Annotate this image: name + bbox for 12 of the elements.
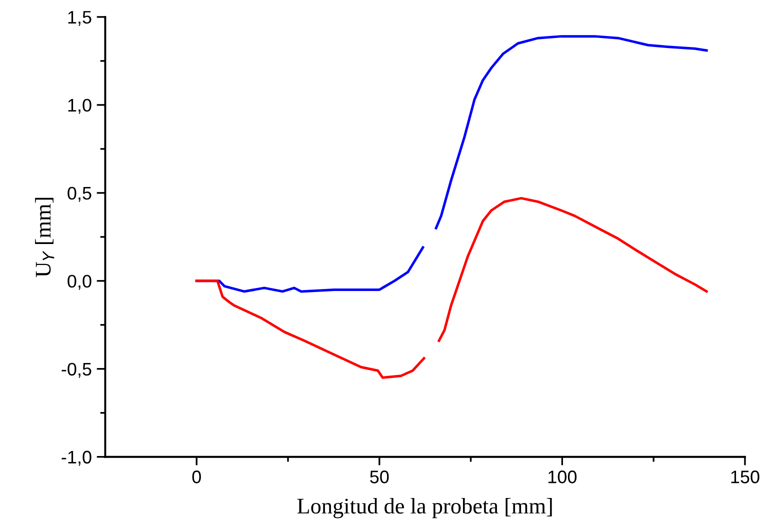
y-tick-label: 0,5 [68, 186, 92, 202]
y-tick-label: 1,0 [68, 98, 92, 114]
y-axis-title: U$_{Y}$ [mm] [35, 198, 54, 278]
x-tick-label: 100 [548, 470, 577, 484]
y-tick-label: 0,0 [68, 274, 92, 290]
y-tick-label: -1,0 [62, 450, 92, 466]
x-tick-label: 150 [731, 470, 760, 484]
x-tick-label: 50 [370, 470, 389, 484]
x-axis-title: Longitud de la probeta [mm] [297, 498, 552, 518]
y-tick-label: -0,5 [62, 362, 92, 378]
x-tick-label: 0 [192, 470, 201, 484]
y-tick-label: 1,5 [68, 11, 92, 26]
